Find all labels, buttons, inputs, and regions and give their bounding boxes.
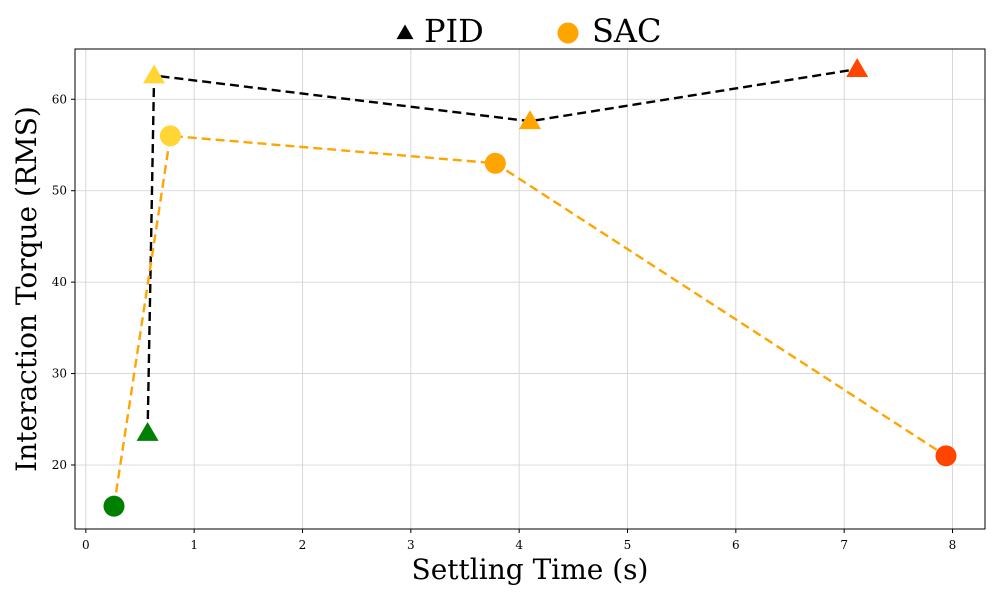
x-tick-label: 8 bbox=[949, 538, 957, 552]
x-tick-label: 1 bbox=[190, 538, 198, 552]
grid bbox=[75, 49, 985, 529]
x-axis-title: Settling Time (s) bbox=[412, 553, 649, 586]
x-tick-label: 0 bbox=[82, 538, 90, 552]
legend-pid-marker bbox=[396, 24, 414, 40]
sac-point bbox=[484, 152, 506, 174]
pid-point bbox=[143, 64, 166, 84]
x-tick-label: 4 bbox=[515, 538, 523, 552]
sac-point bbox=[935, 445, 957, 467]
x-tick-label: 7 bbox=[840, 538, 848, 552]
x-tick-label: 2 bbox=[299, 538, 307, 552]
pid-point bbox=[136, 422, 159, 441]
y-axis-title: Interaction Torque (RMS) bbox=[10, 106, 43, 472]
y-tick-label: 20 bbox=[52, 458, 67, 472]
legend-sac-marker bbox=[557, 22, 579, 44]
sac-point bbox=[159, 125, 181, 147]
legend-pid-label: PID bbox=[424, 12, 484, 50]
plot-frame bbox=[74, 48, 986, 530]
y-tick-label: 60 bbox=[52, 92, 67, 106]
x-tick-label: 6 bbox=[732, 538, 740, 552]
x-tick-label: 5 bbox=[624, 538, 632, 552]
legend: PID SAC bbox=[396, 12, 662, 50]
y-tick-label: 40 bbox=[52, 275, 67, 289]
pid-point bbox=[519, 110, 541, 130]
series-line-pid bbox=[146, 67, 858, 434]
x-tick-label: 3 bbox=[407, 538, 415, 552]
y-tick-label: 30 bbox=[52, 367, 67, 381]
series-lines bbox=[112, 67, 947, 507]
series-line-sac bbox=[112, 134, 947, 507]
y-axis-ticks: 20 30 40 50 60 bbox=[52, 92, 75, 472]
pid-point bbox=[846, 58, 869, 78]
sac-point bbox=[103, 495, 125, 517]
y-tick-label: 50 bbox=[52, 184, 67, 198]
x-axis-ticks: 0 1 2 3 4 5 6 7 8 bbox=[82, 529, 956, 552]
series-markers bbox=[103, 58, 957, 517]
legend-sac-label: SAC bbox=[592, 12, 662, 50]
